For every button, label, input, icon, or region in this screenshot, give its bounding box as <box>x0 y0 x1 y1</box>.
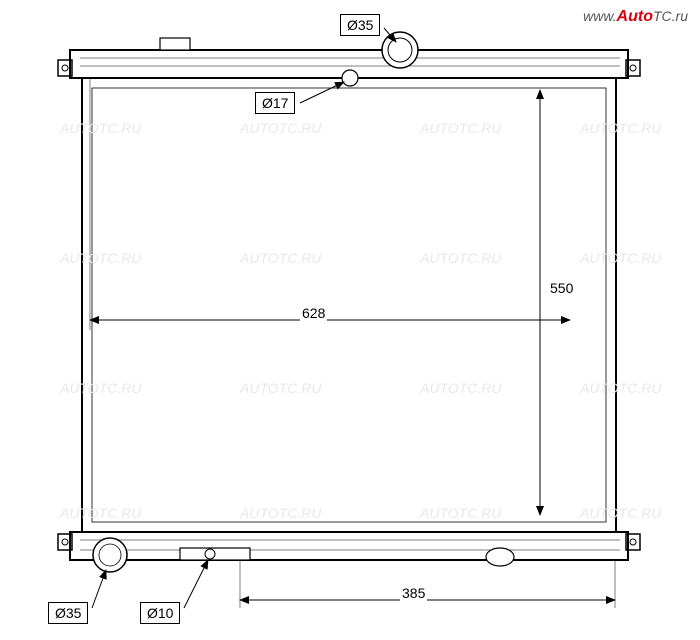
site-logo: www.AutoTC.ru <box>583 8 688 26</box>
drawing-svg <box>0 0 700 640</box>
dim-385: 385 <box>400 585 427 601</box>
dim-550: 550 <box>548 280 575 296</box>
logo-auto: Auto <box>617 8 653 25</box>
callout-d35-top: Ø35 <box>340 14 380 36</box>
logo-www: www. <box>583 8 616 24</box>
callout-d10: Ø10 <box>140 602 180 624</box>
logo-tc: TC <box>653 8 672 24</box>
logo-ru: .ru <box>672 8 688 24</box>
callout-d35-bl: Ø35 <box>48 602 88 624</box>
dim-628: 628 <box>300 305 327 321</box>
callout-d17: Ø17 <box>255 92 295 114</box>
diagram-canvas: { "type": "engineering-drawing", "canvas… <box>0 0 700 640</box>
